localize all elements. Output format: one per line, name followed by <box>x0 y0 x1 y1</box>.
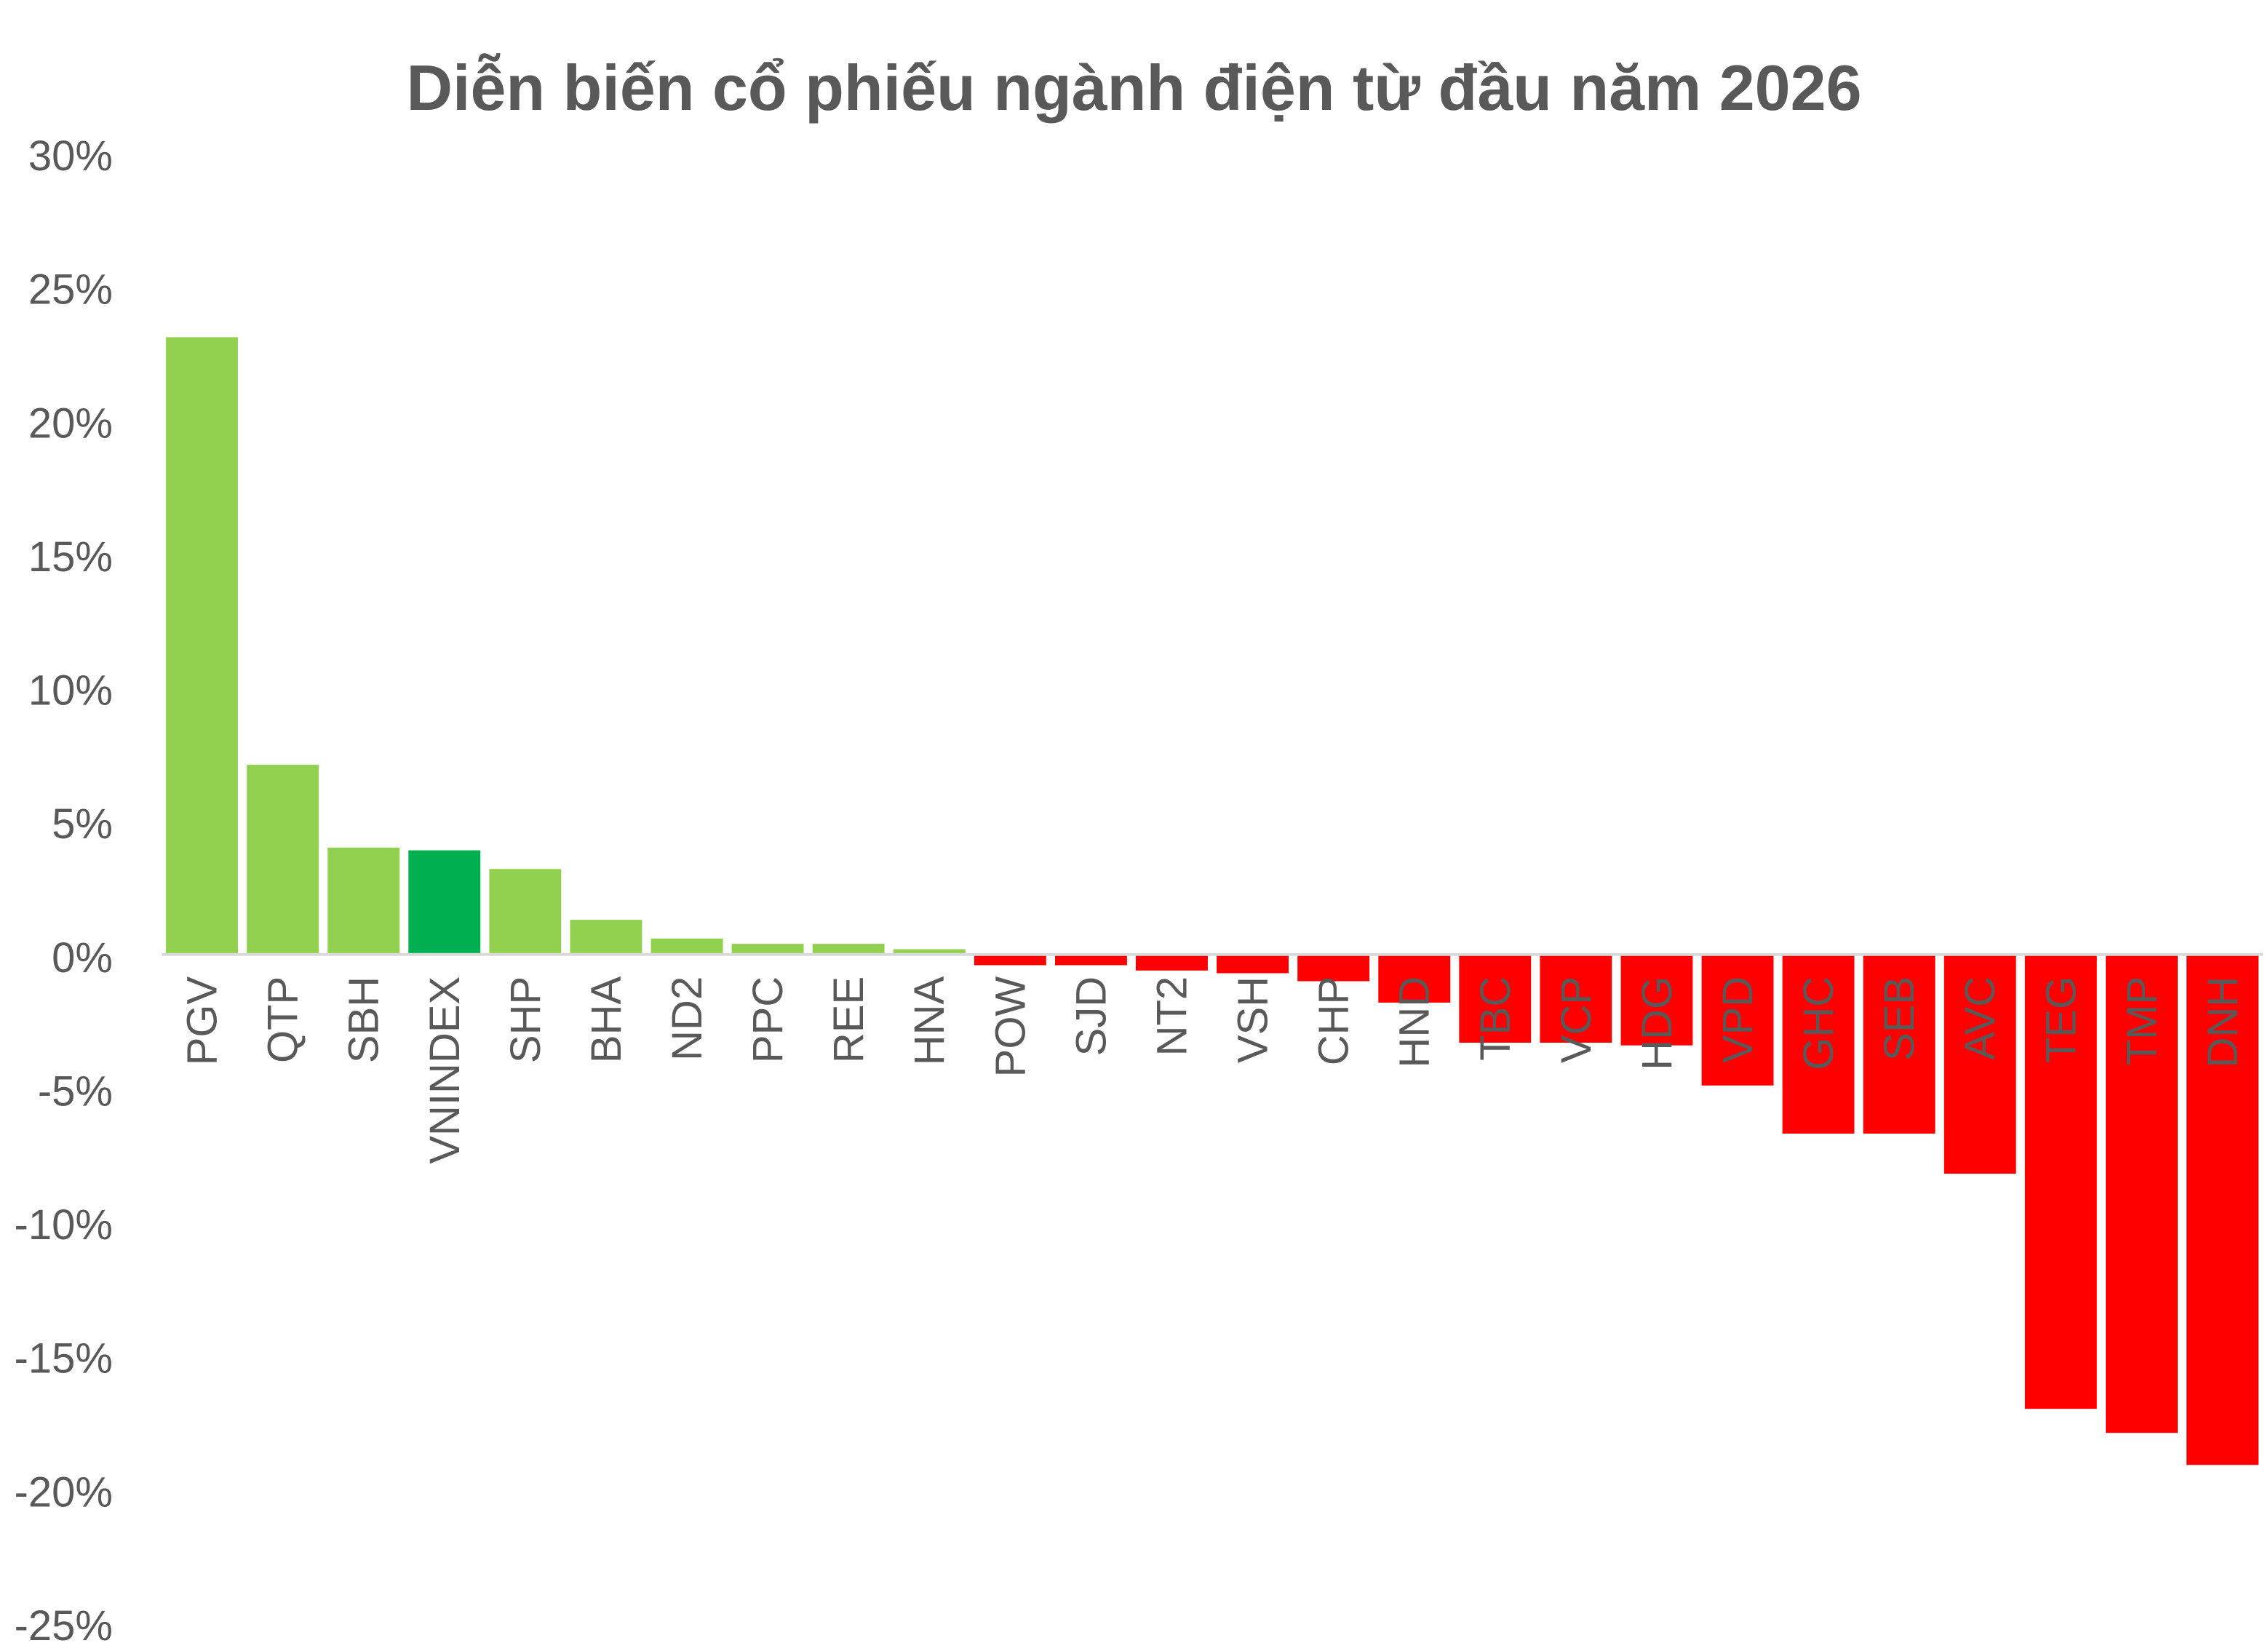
y-tick-label: -25% <box>15 1602 113 1650</box>
bar-vnindex <box>408 850 481 955</box>
x-tick-label: AVC <box>1957 976 2004 1060</box>
y-tick-label: -20% <box>15 1468 113 1516</box>
x-tick-label: ND2 <box>664 976 711 1061</box>
x-tick-label: VSH <box>1230 976 1277 1063</box>
bar-shp <box>489 869 562 955</box>
x-tick-label: PPC <box>744 976 792 1063</box>
x-tick-label: CHP <box>1310 976 1358 1065</box>
x-tick-label: DNH <box>2200 976 2247 1068</box>
y-tick-label: -5% <box>38 1067 113 1115</box>
bar-bha <box>570 920 642 955</box>
x-tick-label: PGV <box>179 976 226 1066</box>
bar-vpd <box>1701 954 1774 1086</box>
bar-nd2 <box>650 938 723 955</box>
y-tick-label: 5% <box>52 800 113 848</box>
x-tick-label: SJD <box>1067 976 1115 1057</box>
y-tick-label: 20% <box>28 399 113 447</box>
x-tick-label: TEG <box>2037 976 2085 1063</box>
y-tick-label: 25% <box>28 266 113 314</box>
x-tick-label: GHC <box>1795 976 1842 1070</box>
bar-teg <box>2024 954 2097 1409</box>
y-tick-label: 30% <box>28 132 113 180</box>
bar-avc <box>1943 954 2016 1174</box>
bar-ghc <box>1782 954 1855 1134</box>
bar-ree <box>812 944 885 955</box>
x-tick-label: REE <box>825 976 872 1063</box>
bar-tbc <box>1459 954 1532 1043</box>
bar-sjd <box>1055 954 1127 966</box>
bar-qtp <box>247 765 319 955</box>
bar-tmp <box>2106 954 2178 1433</box>
bar-vsh <box>1217 954 1289 974</box>
bar-hna <box>893 949 966 955</box>
y-tick-label: -15% <box>15 1335 113 1383</box>
chart-title: Diễn biến cổ phiếu ngành điện từ đầu năm… <box>406 52 1862 124</box>
bar-dnh <box>2187 954 2259 1465</box>
x-tick-label: HNA <box>906 976 953 1065</box>
x-tick-label: HDG <box>1634 976 1681 1070</box>
bar-seb <box>1863 954 1935 1134</box>
y-tick-label: 15% <box>28 533 113 581</box>
y-tick-label: 10% <box>28 667 113 715</box>
bar-pow <box>974 954 1046 966</box>
bar-vcp <box>1540 954 1612 1043</box>
x-tick-label: VNINDEX <box>421 976 469 1164</box>
bar-chp <box>1297 954 1370 982</box>
y-tick-label: -10% <box>15 1201 113 1249</box>
x-tick-label: POW <box>987 976 1034 1078</box>
x-tick-label: QTP <box>260 976 307 1063</box>
x-tick-label: VPD <box>1714 976 1762 1063</box>
x-tick-label: SBH <box>341 976 388 1063</box>
x-tick-label: VCP <box>1553 976 1600 1063</box>
x-tick-label: NT2 <box>1149 976 1196 1057</box>
y-tick-label: 0% <box>52 934 113 982</box>
x-tick-label: TBC <box>1472 976 1519 1061</box>
bar-hdg <box>1620 954 1693 1046</box>
bar-sbh <box>327 847 400 955</box>
x-tick-label: HND <box>1391 976 1439 1068</box>
x-tick-label: SEB <box>1876 976 1923 1061</box>
bar-ppc <box>731 944 804 955</box>
x-tick-label: SHP <box>502 976 549 1063</box>
x-tick-label: TMP <box>2118 976 2165 1065</box>
bar-pgv <box>166 337 238 955</box>
bar-hnd <box>1378 954 1451 1003</box>
x-tick-label: BHA <box>583 976 630 1063</box>
bar-nt2 <box>1136 954 1208 971</box>
